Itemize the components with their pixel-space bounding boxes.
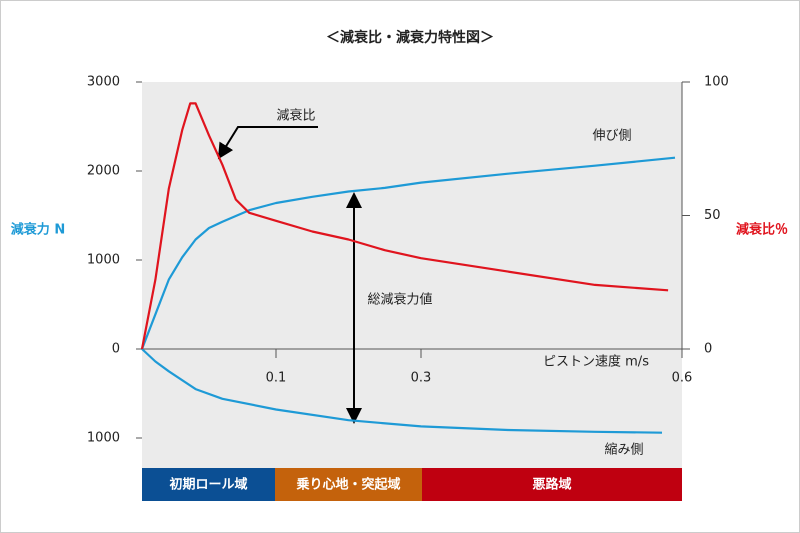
y-tick-label: 0 — [112, 342, 120, 357]
y2-tick-label: 0 — [704, 342, 712, 357]
y2-axis-label: 減衰比％ — [736, 222, 788, 238]
region-band — [422, 468, 682, 501]
y-tick-label: 1000 — [87, 253, 120, 268]
series-label: 減衰比 — [276, 108, 315, 124]
region-label: 乗り心地・突起域 — [295, 477, 400, 493]
region-band — [142, 468, 275, 501]
y-tick-label: 1000 — [87, 431, 120, 446]
region-label: 悪路域 — [532, 477, 571, 493]
line — [140, 156, 676, 350]
line — [141, 348, 663, 434]
y-axis-label: 減衰力 N — [11, 222, 65, 238]
line — [140, 102, 669, 350]
chart-title: ＜減衰比・減衰力特性図＞ — [326, 29, 494, 46]
y2-tick-label: 50 — [704, 208, 721, 223]
y2-tick-label: 100 — [704, 75, 729, 90]
x-axis-label: ピストン速度 m/s — [543, 354, 649, 370]
x-tick-label: 0.3 — [411, 371, 432, 386]
y-tick-label: 2000 — [87, 164, 120, 179]
region-label: 初期ロール域 — [169, 477, 247, 493]
x-tick-label: 0.6 — [672, 371, 693, 386]
ratio-pointer — [217, 126, 318, 160]
y-tick-label: 3000 — [87, 75, 120, 90]
series-label: 伸び側 — [592, 129, 631, 144]
annotation: 総減衰力値 — [367, 292, 432, 308]
series-label: 縮み側 — [604, 442, 643, 458]
x-tick-label: 0.1 — [266, 371, 287, 386]
region-band — [275, 468, 422, 501]
